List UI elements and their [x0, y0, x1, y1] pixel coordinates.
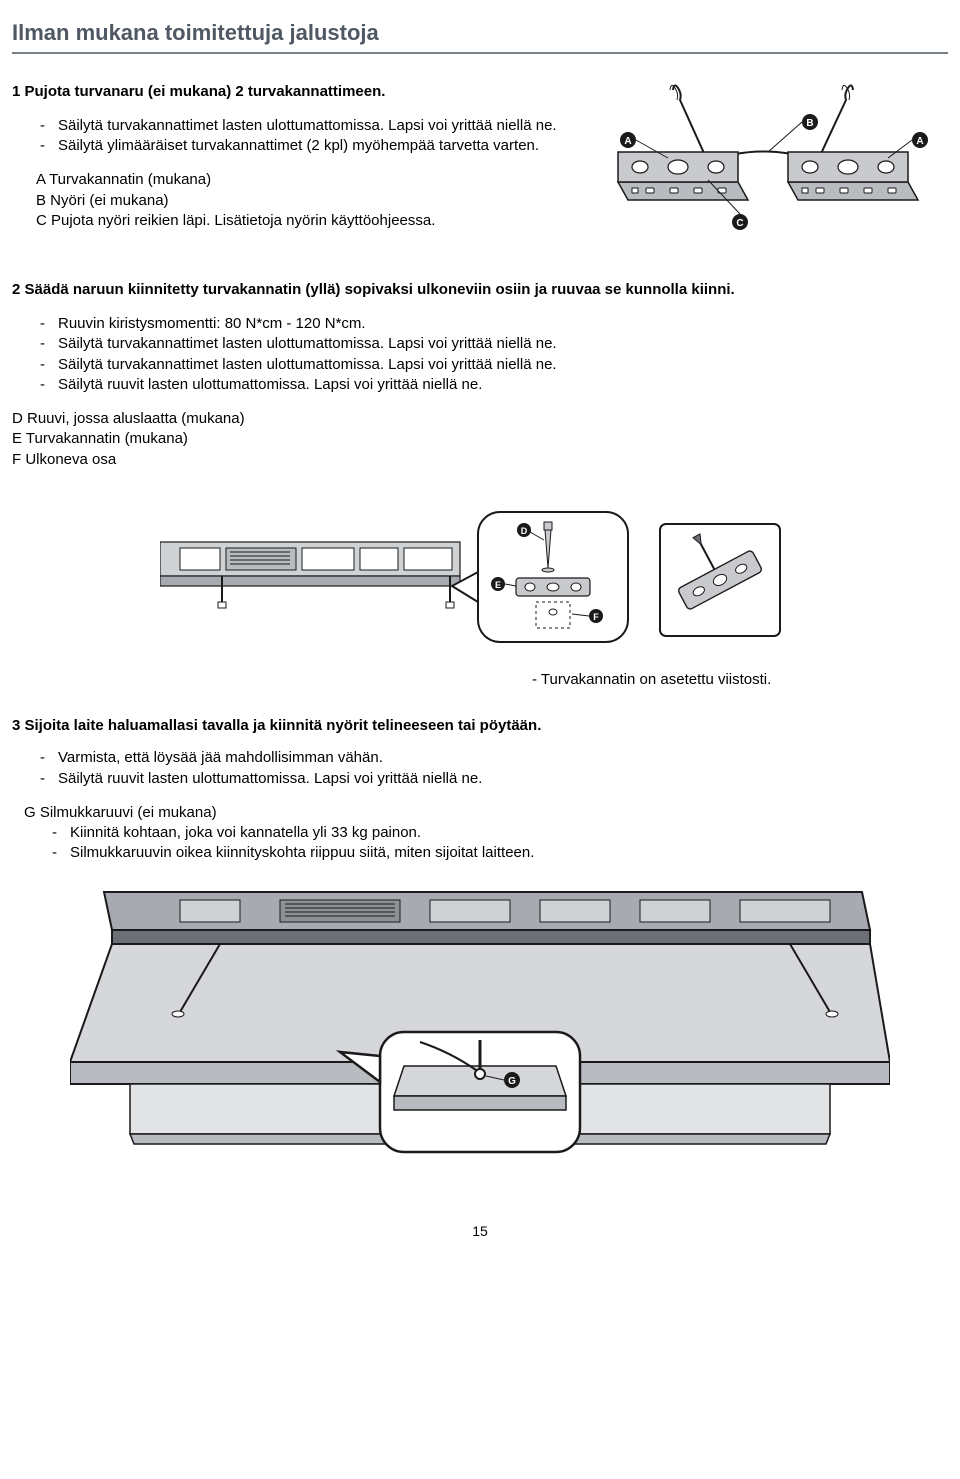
- step3-bullets: -Varmista, että löysää jää mahdollisimma…: [40, 748, 948, 789]
- legend-f: F Ulkoneva osa: [12, 450, 948, 470]
- bullet-text: Säilytä ylimääräiset turvakannattimet (2…: [58, 136, 539, 156]
- svg-text:A: A: [624, 136, 631, 147]
- step1-diagram: A A B C: [588, 82, 948, 258]
- step1-row: 1 Pujota turvanaru (ei mukana) 2 turvaka…: [12, 82, 948, 258]
- svg-text:E: E: [495, 580, 501, 590]
- bullet-text: Kiinnitä kohtaan, joka voi kannatella yl…: [70, 823, 421, 843]
- bracket-diagram-icon: A A B C: [588, 82, 948, 252]
- svg-text:B: B: [806, 118, 813, 129]
- list-item: -Säilytä ruuvit lasten ulottumattomissa.…: [40, 375, 948, 395]
- svg-text:F: F: [593, 612, 599, 622]
- bullet-text: Säilytä ruuvit lasten ulottumattomissa. …: [58, 769, 482, 789]
- step2-heading: 2 Säädä naruun kiinnitetty turvakannatin…: [12, 280, 948, 300]
- step2-diagram-row: D E F: [12, 484, 948, 664]
- list-item: -Silmukkaruuvin oikea kiinnityskohta rii…: [52, 843, 948, 863]
- list-item: -Säilytä turvakannattimet lasten ulottum…: [40, 334, 948, 354]
- list-item: -Säilytä ylimääräiset turvakannattimet (…: [40, 136, 568, 156]
- step2-bullets: -Ruuvin kiristysmomentti: 80 N*cm - 120 …: [40, 314, 948, 395]
- legend-b: B Nyöri (ei mukana): [36, 191, 568, 211]
- rear-device-diagram-icon: D E F: [160, 484, 800, 664]
- list-item: -Kiinnitä kohtaan, joka voi kannatella y…: [52, 823, 948, 843]
- step3-g-legend: G Silmukkaruuvi (ei mukana) -Kiinnitä ko…: [24, 803, 948, 864]
- step3-heading: 3 Sijoita laite haluamallasi tavalla ja …: [12, 716, 948, 736]
- step3-g-bullets: -Kiinnitä kohtaan, joka voi kannatella y…: [52, 823, 948, 864]
- bullet-text: Säilytä turvakannattimet lasten ulottuma…: [58, 116, 557, 136]
- bullet-text: Silmukkaruuvin oikea kiinnityskohta riip…: [70, 843, 534, 863]
- step2-caption: - Turvakannatin on asetettu viistosti.: [532, 670, 948, 690]
- list-item: -Varmista, että löysää jää mahdollisimma…: [40, 748, 948, 768]
- legend-a: A Turvakannatin (mukana): [36, 170, 568, 190]
- bullet-text: Säilytä turvakannattimet lasten ulottuma…: [58, 355, 557, 375]
- bullet-text: Säilytä ruuvit lasten ulottumattomissa. …: [58, 375, 482, 395]
- list-item: -Säilytä ruuvit lasten ulottumattomissa.…: [40, 769, 948, 789]
- step2-legend: D Ruuvi, jossa aluslaatta (mukana) E Tur…: [12, 409, 948, 470]
- step3-diagram: G: [12, 882, 948, 1178]
- svg-text:G: G: [508, 1076, 516, 1087]
- step1-heading: 1 Pujota turvanaru (ei mukana) 2 turvaka…: [12, 82, 568, 102]
- step3-block: 3 Sijoita laite haluamallasi tavalla ja …: [12, 716, 948, 1178]
- step2-block: 2 Säädä naruun kiinnitetty turvakannatin…: [12, 280, 948, 690]
- svg-text:C: C: [736, 218, 743, 229]
- section-title: Ilman mukana toimitettuja jalustoja: [12, 18, 948, 54]
- bullet-text: Säilytä turvakannattimet lasten ulottuma…: [58, 334, 557, 354]
- step1-legend: A Turvakannatin (mukana) B Nyöri (ei muk…: [24, 170, 568, 231]
- step1-text-col: 1 Pujota turvanaru (ei mukana) 2 turvaka…: [12, 82, 568, 258]
- legend-e: E Turvakannatin (mukana): [12, 429, 948, 449]
- list-item: -Säilytä turvakannattimet lasten ulottum…: [40, 116, 568, 136]
- svg-text:D: D: [521, 526, 528, 536]
- table-setup-diagram-icon: G: [70, 882, 890, 1172]
- list-item: -Ruuvin kiristysmomentti: 80 N*cm - 120 …: [40, 314, 948, 334]
- list-item: -Säilytä turvakannattimet lasten ulottum…: [40, 355, 948, 375]
- bullet-text: Ruuvin kiristysmomentti: 80 N*cm - 120 N…: [58, 314, 366, 334]
- legend-d: D Ruuvi, jossa aluslaatta (mukana): [12, 409, 948, 429]
- page-number: 15: [12, 1222, 948, 1241]
- svg-text:A: A: [916, 136, 923, 147]
- legend-c: C Pujota nyöri reikien läpi. Lisätietoja…: [36, 211, 568, 231]
- step1-bullets: -Säilytä turvakannattimet lasten ulottum…: [40, 116, 568, 157]
- legend-g: G Silmukkaruuvi (ei mukana): [24, 803, 948, 823]
- bullet-text: Varmista, että löysää jää mahdollisimman…: [58, 748, 383, 768]
